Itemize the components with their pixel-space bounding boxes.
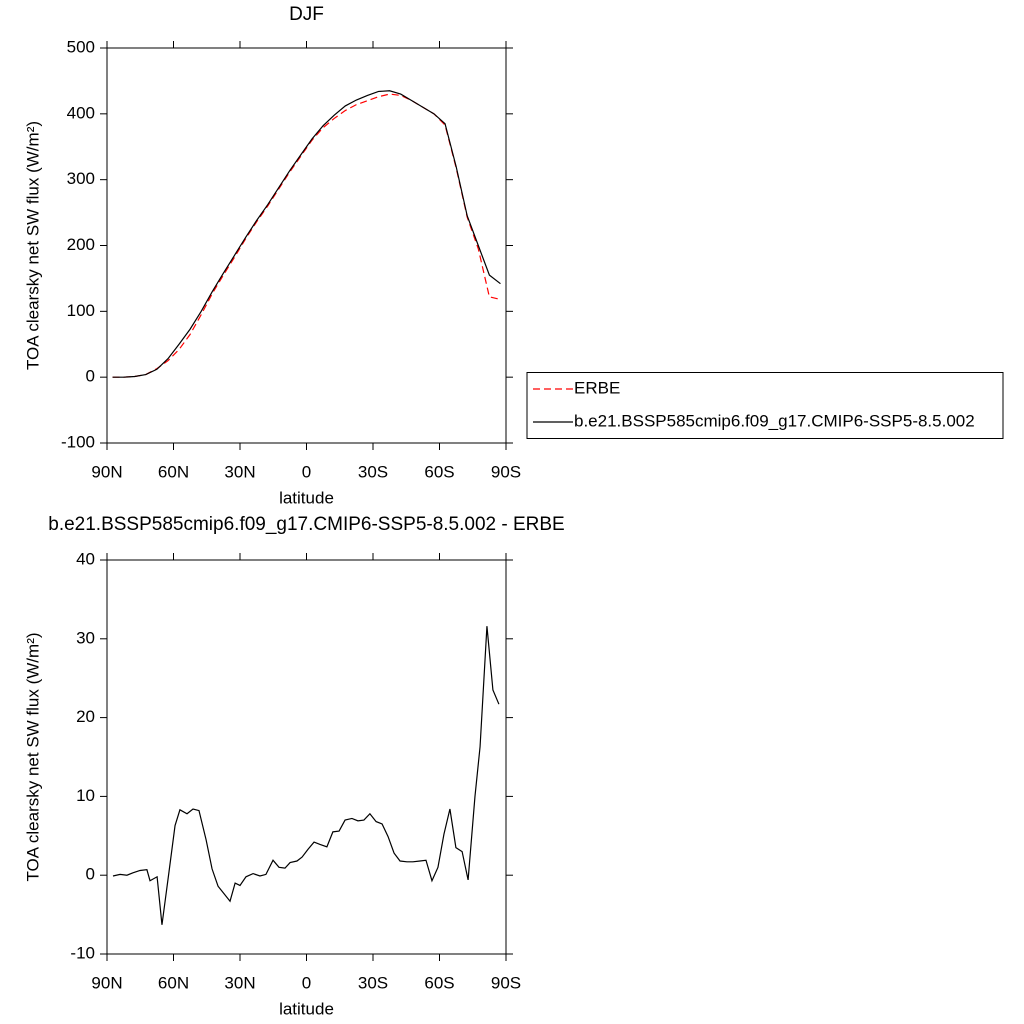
x-tick-label: 0 [302,973,311,992]
y-tick-label: -100 [61,432,95,451]
y-tick-label: 0 [86,865,95,884]
x-tick-label: 90S [491,462,521,481]
y-tick-label: 100 [67,301,95,320]
legend-label: ERBE [574,378,620,397]
data-line [112,90,501,378]
y-tick-label: 0 [86,367,95,386]
x-tick-label: 90N [91,973,122,992]
plot-frame [106,47,507,444]
x-tick-label: 30N [224,462,255,481]
y-tick-label: 300 [67,169,95,188]
y-axis-label: TOA clearsky net SW flux (W/m²) [23,632,42,881]
x-tick-label: 60N [158,973,189,992]
y-tick-label: -10 [70,943,95,962]
y-tick-label: 500 [67,37,95,56]
y-tick-label: 200 [67,235,95,254]
x-tick-label: 30S [358,973,388,992]
x-tick-label: 90S [491,973,521,992]
x-tick-label: 30N [224,973,255,992]
x-axis-label: latitude [279,488,334,507]
x-tick-label: 60N [158,462,189,481]
y-tick-label: 10 [76,786,95,805]
y-tick-label: 40 [76,549,95,568]
x-tick-label: 90N [91,462,122,481]
legend-label: b.e21.BSSP585cmip6.f09_g17.CMIP6-SSP5-8.… [574,411,975,430]
data-line [112,93,501,378]
y-axis-label: TOA clearsky net SW flux (W/m²) [23,121,42,370]
x-axis-label: latitude [279,999,334,1018]
legend-box [526,372,1004,439]
x-tick-label: 60S [424,973,454,992]
x-tick-label: 60S [424,462,454,481]
plot-frame [106,559,507,955]
chart-title: DJF [289,4,324,25]
y-tick-label: 30 [76,628,95,647]
y-tick-label: 20 [76,707,95,726]
x-tick-label: 30S [358,462,388,481]
x-tick-label: 0 [302,462,311,481]
y-tick-label: 400 [67,103,95,122]
chart-title: b.e21.BSSP585cmip6.f09_g17.CMIP6-SSP5-8.… [48,514,564,535]
data-line [112,626,500,925]
